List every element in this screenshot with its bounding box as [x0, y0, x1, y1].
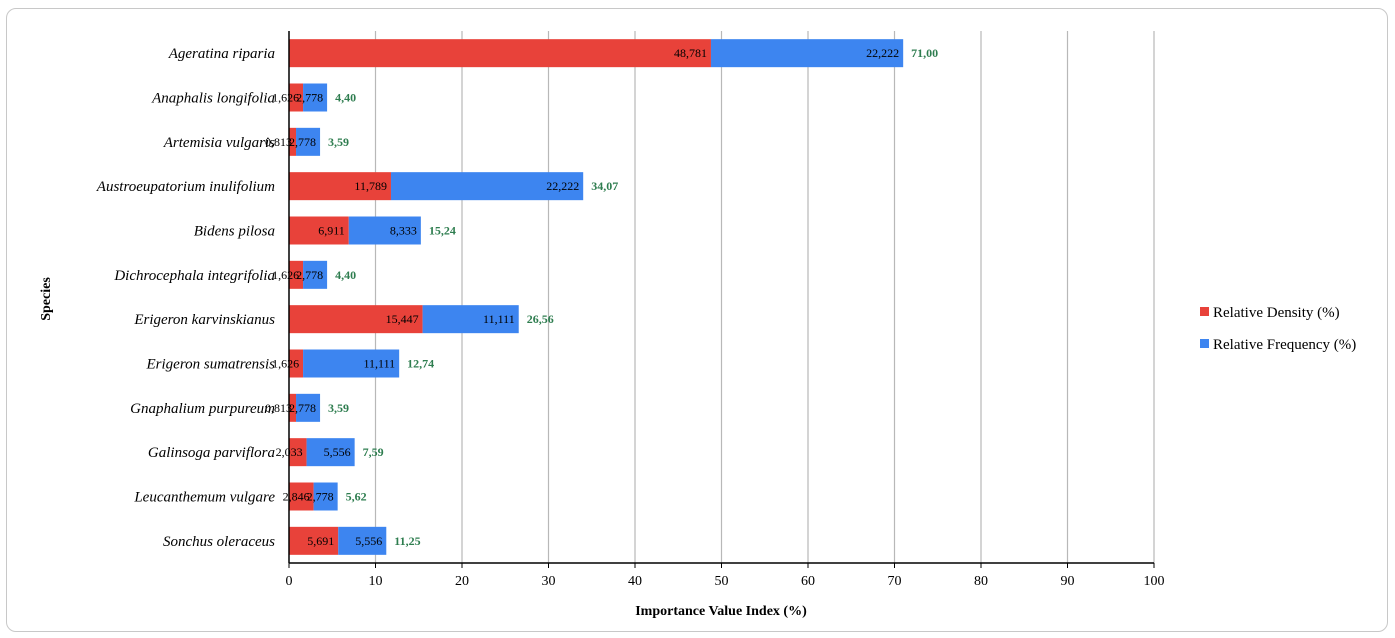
data-label-relative-density: 1,626	[272, 91, 299, 105]
bar-relative-density	[289, 305, 423, 334]
data-label-relative-density: 11,789	[354, 179, 387, 193]
bar-relative-density	[289, 393, 297, 422]
bar-relative-frequency	[296, 393, 321, 422]
bar-relative-frequency	[303, 349, 400, 378]
data-label-relative-density: 2,033	[276, 445, 303, 459]
x-tick-label: 80	[974, 574, 988, 589]
total-label: 3,59	[328, 401, 349, 415]
x-tick-label: 50	[715, 574, 729, 589]
category-label: Artemisia vulgaris	[163, 135, 275, 151]
legend: Relative Density (%) Relative Frequency (…	[1200, 305, 1356, 353]
axes	[288, 31, 1155, 568]
bar-relative-density	[289, 349, 304, 378]
bars	[289, 39, 904, 555]
bar-relative-frequency	[348, 216, 421, 245]
y-axis-title: Species	[39, 277, 54, 321]
x-tick-label: 60	[801, 574, 815, 589]
x-tick-label: 70	[888, 574, 902, 589]
data-label-relative-frequency: 22,222	[866, 46, 899, 60]
total-label: 11,25	[394, 534, 420, 548]
bar-relative-frequency	[296, 127, 321, 156]
bar-relative-frequency	[390, 172, 584, 201]
category-label: Bidens pilosa	[194, 224, 275, 240]
gridlines	[374, 31, 1155, 563]
x-axis-title: Importance Value Index (%)	[635, 604, 807, 619]
legend-swatch	[1200, 339, 1209, 348]
x-tick-label: 100	[1144, 574, 1165, 589]
bar-relative-density	[289, 438, 307, 467]
bar-relative-frequency	[313, 482, 338, 511]
legend-label: Relative Frequency (%)	[1213, 337, 1356, 353]
total-label: 71,00	[911, 46, 938, 60]
chart-frame	[6, 8, 1388, 632]
data-label-relative-frequency: 5,556	[324, 445, 351, 459]
category-label: Austroeupatorium inulifolium	[96, 179, 275, 195]
bar-relative-frequency	[303, 260, 328, 289]
x-tick-label: 10	[369, 574, 383, 589]
data-label-relative-density: 2,846	[283, 490, 310, 504]
bar-relative-density	[289, 526, 339, 555]
x-tick-label: 40	[628, 574, 642, 589]
category-label: Dichrocephala integrifolia	[113, 268, 275, 284]
data-label-relative-frequency: 2,778	[296, 91, 323, 105]
bar-relative-frequency	[338, 526, 387, 555]
data-label-relative-frequency: 2,778	[289, 135, 316, 149]
data-label-relative-density: 0,813	[265, 401, 292, 415]
data-label-relative-frequency: 2,778	[289, 401, 316, 415]
bar-relative-density	[289, 482, 314, 511]
x-tick-label: 0	[286, 574, 293, 589]
total-label: 34,07	[591, 179, 618, 193]
data-label-relative-density: 5,691	[307, 534, 334, 548]
data-label-relative-frequency: 2,778	[296, 268, 323, 282]
data-label-relative-density: 1,626	[272, 357, 299, 371]
total-label: 5,62	[346, 490, 367, 504]
data-label-relative-density: 0,813	[265, 135, 292, 149]
total-label: 4,40	[335, 268, 356, 282]
bar-relative-density	[289, 127, 297, 156]
data-label-relative-density: 6,911	[318, 224, 345, 238]
legend-label: Relative Density (%)	[1213, 305, 1340, 321]
x-tick-label: 90	[1061, 574, 1075, 589]
data-label-relative-density: 1,626	[272, 268, 299, 282]
bar-relative-frequency	[306, 438, 355, 467]
category-label: Anaphalis longifolia	[151, 91, 275, 107]
bar-relative-density	[289, 172, 391, 201]
category-label: Galinsoga parviflora	[148, 445, 275, 461]
bar-relative-density	[289, 39, 711, 68]
x-tick-label: 30	[542, 574, 556, 589]
total-label: 15,24	[429, 224, 456, 238]
category-label: Ageratina riparia	[168, 46, 275, 62]
category-label: Gnaphalium purpureum	[130, 401, 275, 417]
total-label: 12,74	[407, 357, 434, 371]
bar-relative-frequency	[422, 305, 519, 334]
total-label: 26,56	[527, 312, 554, 326]
data-label-relative-frequency: 5,556	[355, 534, 382, 548]
bar-relative-frequency	[710, 39, 904, 68]
total-label: 3,59	[328, 135, 349, 149]
category-label: Leucanthemum vulgare	[133, 490, 275, 506]
x-tick-label: 20	[455, 574, 469, 589]
category-label: Erigeron karvinskianus	[133, 312, 275, 328]
bar-relative-density	[289, 83, 304, 112]
bar-relative-density	[289, 260, 304, 289]
legend-swatch	[1200, 307, 1209, 316]
data-label-relative-density: 15,447	[386, 312, 419, 326]
data-label-relative-frequency: 11,111	[364, 357, 396, 371]
labels: 0 10 20 30 40 50 60 70 80 90 100 Ageratina riparia 4…	[96, 46, 1165, 589]
data-label-relative-frequency: 2,778	[307, 490, 334, 504]
category-label: Sonchus oleraceus	[163, 534, 275, 550]
total-label: 7,59	[363, 445, 384, 459]
bar-relative-density	[289, 216, 349, 245]
data-label-relative-frequency: 11,111	[483, 312, 515, 326]
data-label-relative-frequency: 22,222	[546, 179, 579, 193]
data-label-relative-frequency: 8,333	[390, 224, 417, 238]
bar-relative-frequency	[303, 83, 328, 112]
category-label: Erigeron sumatrensis	[146, 357, 276, 373]
data-label-relative-density: 48,781	[674, 46, 707, 60]
total-label: 4,40	[335, 91, 356, 105]
